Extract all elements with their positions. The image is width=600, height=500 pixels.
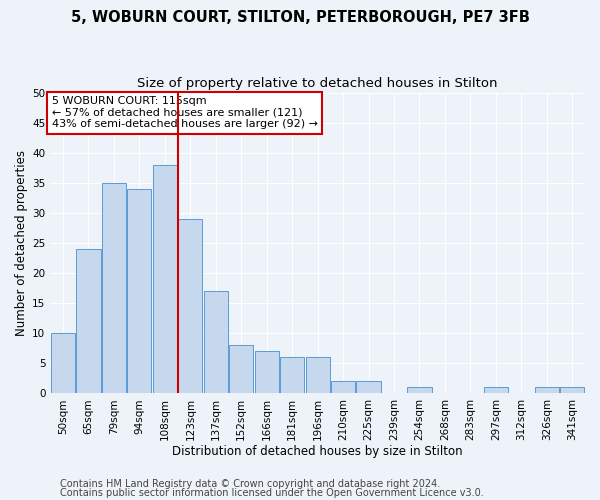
X-axis label: Distribution of detached houses by size in Stilton: Distribution of detached houses by size …	[172, 444, 463, 458]
Text: 5, WOBURN COURT, STILTON, PETERBOROUGH, PE7 3FB: 5, WOBURN COURT, STILTON, PETERBOROUGH, …	[71, 10, 529, 25]
Bar	[153, 165, 177, 394]
Bar	[484, 388, 508, 394]
Bar	[305, 358, 330, 394]
Bar	[203, 291, 228, 394]
Bar	[102, 183, 126, 394]
Bar	[356, 382, 380, 394]
Bar	[280, 358, 304, 394]
Text: 5 WOBURN COURT: 115sqm
← 57% of detached houses are smaller (121)
43% of semi-de: 5 WOBURN COURT: 115sqm ← 57% of detached…	[52, 96, 317, 130]
Bar	[535, 388, 559, 394]
Bar	[127, 189, 151, 394]
Title: Size of property relative to detached houses in Stilton: Size of property relative to detached ho…	[137, 78, 498, 90]
Bar	[229, 346, 253, 394]
Text: Contains public sector information licensed under the Open Government Licence v3: Contains public sector information licen…	[60, 488, 484, 498]
Bar	[254, 352, 279, 394]
Bar	[178, 219, 202, 394]
Bar	[76, 249, 101, 394]
Bar	[331, 382, 355, 394]
Y-axis label: Number of detached properties: Number of detached properties	[15, 150, 28, 336]
Text: Contains HM Land Registry data © Crown copyright and database right 2024.: Contains HM Land Registry data © Crown c…	[60, 479, 440, 489]
Bar	[560, 388, 584, 394]
Bar	[407, 388, 431, 394]
Bar	[51, 334, 75, 394]
